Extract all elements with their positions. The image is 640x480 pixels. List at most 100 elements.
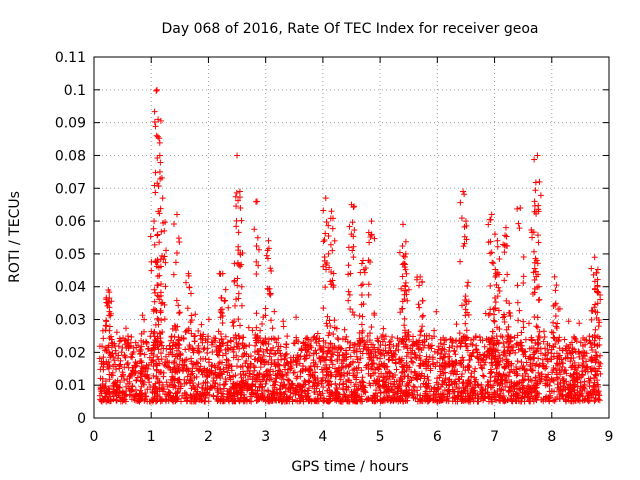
data-point <box>263 368 270 375</box>
data-point <box>437 336 444 343</box>
data-point <box>286 365 293 372</box>
x-axis-label: GPS time / hours <box>291 459 408 475</box>
data-point <box>399 363 406 370</box>
data-point <box>562 354 569 361</box>
data-point <box>401 315 408 322</box>
data-point <box>231 391 238 398</box>
data-point <box>327 241 334 248</box>
data-point <box>206 356 213 363</box>
data-point <box>152 380 159 387</box>
data-point <box>107 397 114 404</box>
data-point <box>308 338 315 345</box>
data-point <box>305 336 312 343</box>
data-point <box>561 380 568 387</box>
data-point <box>379 332 386 339</box>
data-point <box>323 366 330 373</box>
data-point <box>358 282 365 289</box>
data-point <box>463 301 470 308</box>
data-point <box>272 378 279 385</box>
data-point <box>253 270 260 277</box>
data-point <box>425 362 432 369</box>
data-point <box>328 208 335 215</box>
data-point <box>503 224 509 231</box>
data-point <box>436 363 443 370</box>
data-point <box>104 300 111 307</box>
data-point <box>473 376 480 383</box>
data-point <box>172 390 179 397</box>
data-point <box>176 310 183 317</box>
data-point <box>471 368 478 375</box>
data-point <box>214 364 221 371</box>
data-point <box>341 391 348 398</box>
data-point <box>558 356 565 363</box>
data-point <box>176 238 183 245</box>
data-point <box>192 398 199 405</box>
data-point <box>362 264 369 271</box>
data-point <box>99 327 106 334</box>
data-point <box>462 306 469 313</box>
y-tick-label: 0.05 <box>55 247 86 263</box>
data-point <box>172 327 179 334</box>
data-point <box>429 356 436 363</box>
data-point <box>496 352 503 359</box>
data-point <box>462 293 469 300</box>
data-point <box>577 379 584 386</box>
data-point <box>306 352 313 359</box>
chart-title: Day 068 of 2016, Rate Of TEC Index for r… <box>161 21 538 37</box>
data-point <box>406 379 413 386</box>
data-point <box>371 344 378 351</box>
data-point <box>496 394 503 401</box>
data-point <box>488 334 495 341</box>
data-point <box>567 372 574 379</box>
data-point <box>150 352 157 359</box>
data-point <box>426 388 433 395</box>
data-point <box>283 371 290 378</box>
data-point <box>594 283 601 290</box>
data-point <box>108 298 115 305</box>
data-point <box>157 289 164 296</box>
data-point <box>329 215 336 222</box>
data-point <box>164 383 171 390</box>
data-point <box>524 394 531 401</box>
data-point <box>221 298 228 305</box>
data-point <box>233 203 240 210</box>
data-point <box>340 381 347 388</box>
data-point <box>144 386 151 393</box>
data-point <box>349 247 356 254</box>
data-point <box>536 362 543 369</box>
data-point <box>523 389 530 396</box>
data-point <box>327 357 334 364</box>
data-point <box>381 336 388 343</box>
data-point <box>527 363 534 370</box>
data-point <box>528 344 535 351</box>
data-point <box>494 388 501 395</box>
data-point <box>174 369 181 376</box>
data-point <box>535 208 542 215</box>
data-point <box>403 291 410 298</box>
data-point <box>593 357 600 364</box>
data-point <box>271 381 278 388</box>
data-point <box>591 342 598 349</box>
data-point <box>377 390 384 397</box>
data-point <box>293 397 300 404</box>
data-point <box>277 343 284 350</box>
data-point <box>307 372 314 379</box>
data-point <box>562 367 569 374</box>
data-point <box>280 318 287 325</box>
data-point <box>434 386 441 393</box>
data-point <box>527 376 534 383</box>
data-point <box>472 392 479 399</box>
data-point <box>466 357 473 364</box>
data-point <box>489 259 496 266</box>
data-point <box>417 273 424 280</box>
data-point <box>552 287 559 294</box>
data-point <box>367 330 374 337</box>
data-point <box>487 216 494 223</box>
data-point <box>579 372 586 379</box>
data-point <box>98 390 105 397</box>
data-point <box>445 353 452 360</box>
data-point <box>411 384 418 391</box>
data-point <box>497 390 504 397</box>
data-point <box>520 273 527 280</box>
data-point <box>232 372 239 379</box>
